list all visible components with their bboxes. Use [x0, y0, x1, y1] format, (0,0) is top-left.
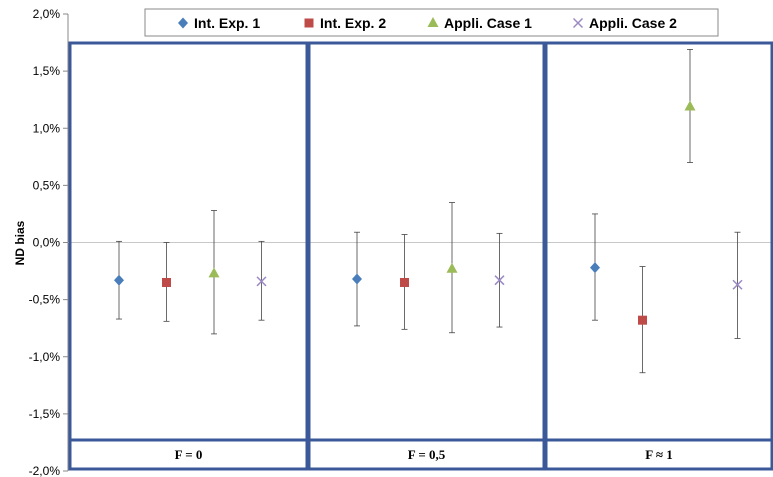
point-marker [590, 262, 600, 274]
y-tick-label: -1,0% [29, 350, 61, 364]
legend-label: Int. Exp. 1 [194, 15, 260, 31]
data-point [256, 240, 267, 321]
data-point [494, 232, 505, 328]
legend-marker [427, 17, 439, 27]
y-axis: 2,0% 1,5% 1,0% 0,5% 0,0% -0,5% -1,0% -1,5% -2,0% [29, 7, 773, 477]
point-marker [114, 274, 124, 286]
y-tick-label: -2,0% [29, 464, 61, 477]
point-marker [446, 262, 458, 273]
y-tick-label: 2,0% [33, 7, 61, 21]
data-point [114, 240, 124, 320]
legend-label: Appli. Case 2 [589, 15, 677, 31]
group-label-box [307, 438, 546, 471]
x-stroke [494, 275, 505, 286]
group-label: F = 0,5 [408, 447, 446, 462]
legend-label: Appli. Case 1 [444, 15, 532, 31]
point-marker [208, 267, 220, 278]
y-axis-title: ND bias [13, 220, 27, 265]
legend-entry: Appli. Case 2 [572, 15, 677, 31]
group-label-box [544, 438, 773, 471]
group-label: F ≈ 1 [645, 447, 673, 462]
x-stroke [732, 279, 743, 290]
legend-marker [178, 17, 188, 29]
point-marker [400, 277, 409, 287]
data-point [400, 234, 409, 330]
point-marker [638, 315, 647, 325]
legend-marker [572, 17, 584, 29]
data-point [684, 49, 696, 163]
data-point [638, 266, 647, 374]
group-panel [307, 41, 546, 442]
group-label: F = 0 [175, 447, 203, 462]
y-tick-label: 1,5% [33, 64, 61, 78]
data-point [590, 213, 600, 321]
y-tick-label: 0,5% [33, 178, 61, 192]
legend: Int. Exp. 1 Int. Exp. 2 Appli. Case 1 Appli… [144, 8, 719, 37]
data-point [208, 210, 220, 335]
x-stroke [256, 276, 267, 287]
data-point [162, 242, 171, 322]
legend-marker [304, 18, 314, 28]
group-panel [68, 41, 309, 442]
point-marker [162, 277, 171, 287]
legend-label: Int. Exp. 2 [320, 15, 386, 31]
group-label-box [68, 438, 309, 471]
y-tick-label: 0,0% [33, 236, 61, 250]
x-stroke [572, 17, 584, 29]
y-tick-label: 1,0% [33, 121, 61, 135]
point-marker [352, 273, 362, 285]
y-tick-label: -1,5% [29, 407, 61, 421]
group-panel [544, 41, 773, 442]
point-marker [256, 276, 267, 287]
group-panels: F = 0 F = 0,5 F ≈ 1 [68, 41, 773, 471]
data-points [114, 49, 743, 374]
legend-entry: Int. Exp. 2 [304, 15, 386, 31]
y-tick-label: -0,5% [29, 293, 61, 307]
point-marker [732, 279, 743, 290]
data-point [352, 231, 362, 327]
data-point [732, 231, 743, 339]
point-marker [684, 100, 696, 111]
point-marker [494, 275, 505, 286]
legend-entry: Int. Exp. 1 [178, 15, 260, 31]
data-point [446, 202, 458, 334]
legend-entry: Appli. Case 1 [427, 15, 532, 31]
